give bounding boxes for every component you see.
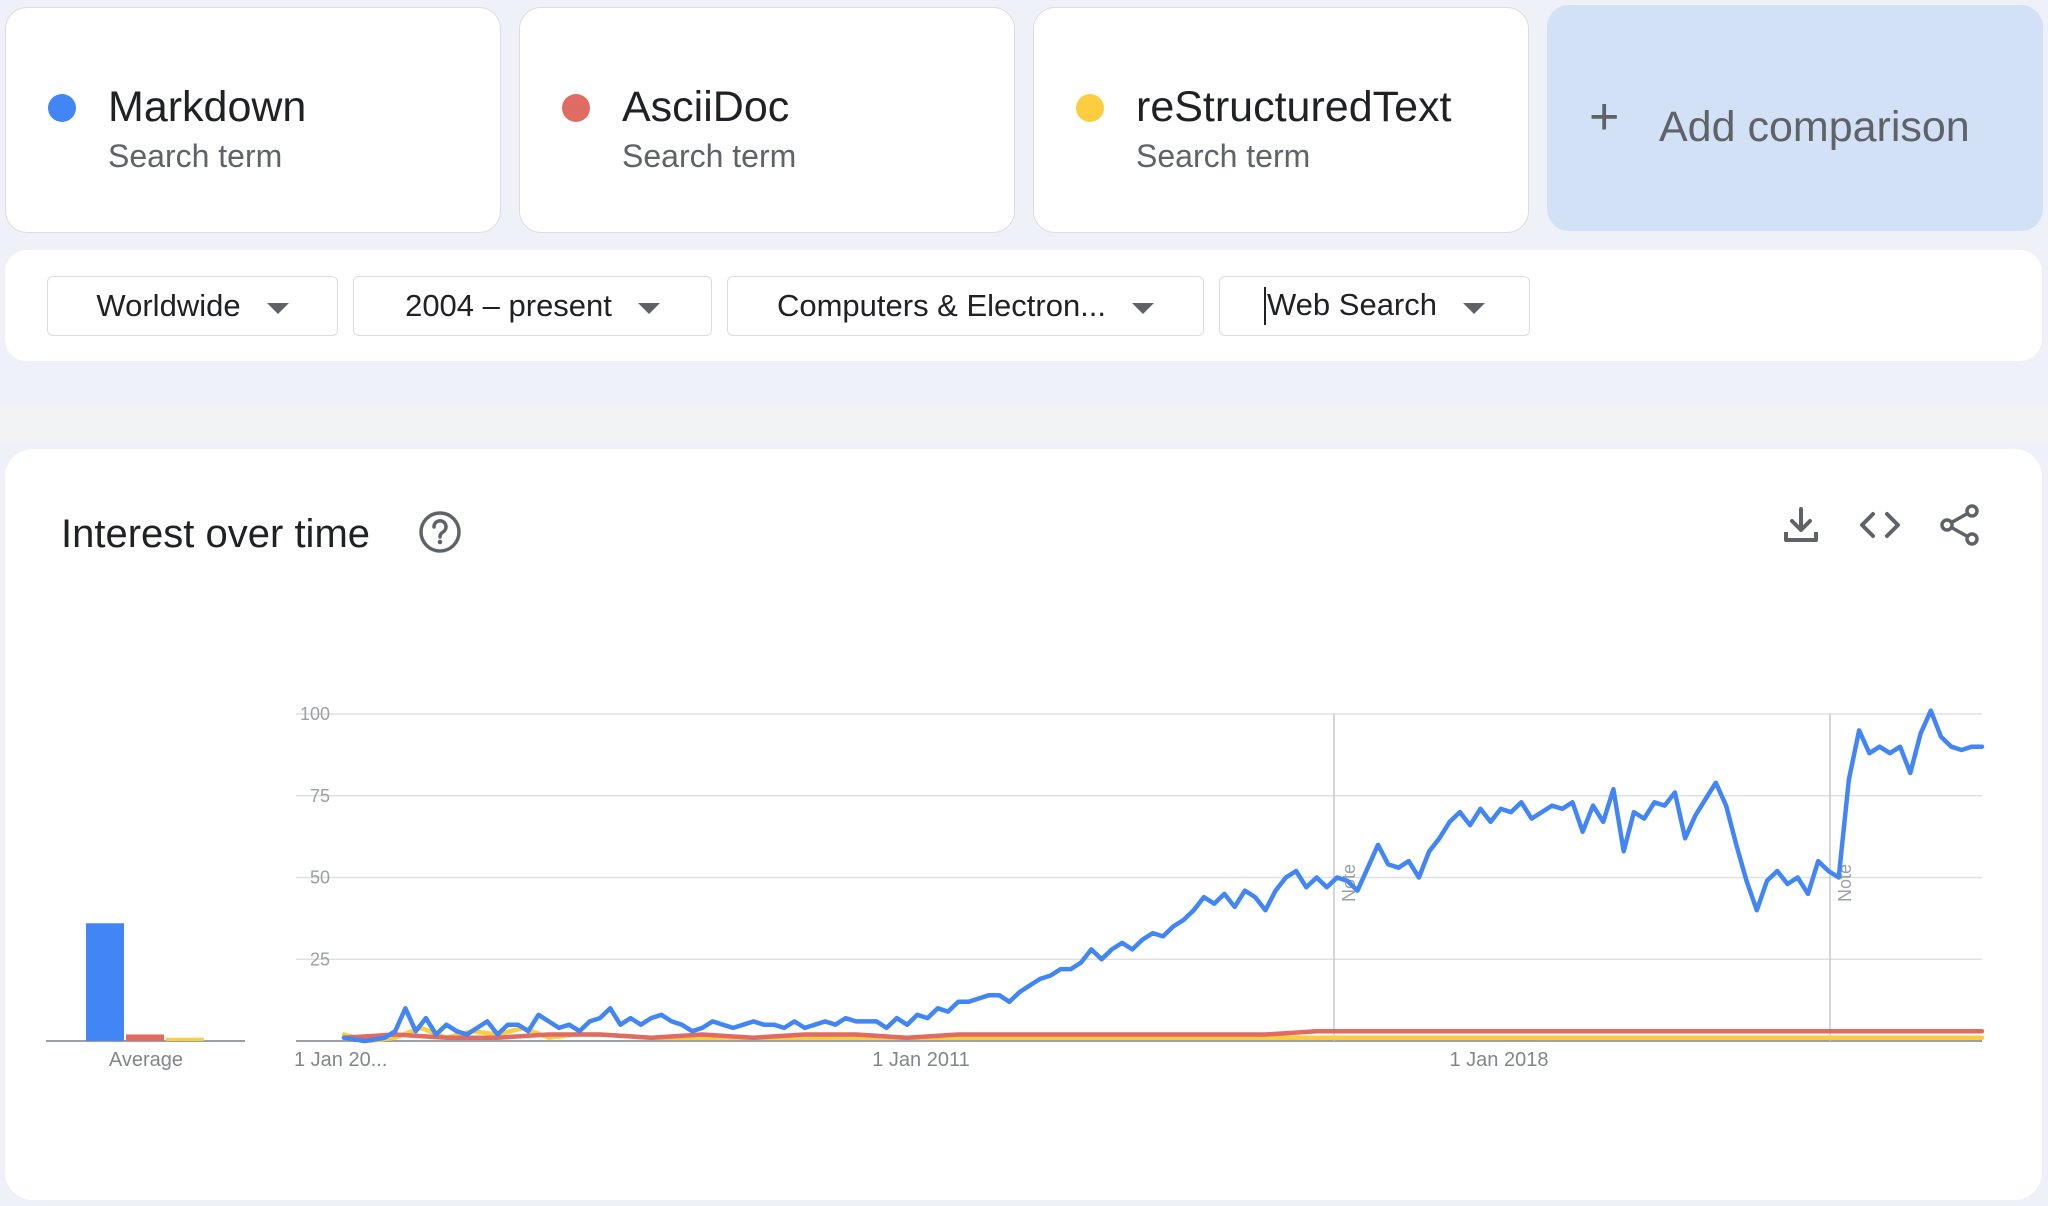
plus-icon: + <box>1589 88 1620 146</box>
term-card-restructuredtext[interactable]: reStructuredText Search term <box>1033 7 1529 233</box>
chart-gridlines <box>296 713 1982 1042</box>
download-icon[interactable] <box>1778 502 1824 548</box>
add-comparison-label: Add comparison <box>1659 103 1970 151</box>
chart-series <box>341 708 1985 1044</box>
term-card-markdown[interactable]: Markdown Search term <box>5 7 501 233</box>
series-color-dot <box>562 94 590 122</box>
search-property-value: Web Search <box>1266 286 1437 322</box>
interest-over-time-panel <box>5 449 2042 1200</box>
text-cursor <box>1263 287 1266 326</box>
section-separator <box>0 404 2048 444</box>
embed-code-icon[interactable] <box>1857 502 1903 548</box>
chart-labels: 25 50 75 100 1 Jan 20... 1 Jan 2011 1 Jan 2018 <box>294 704 1548 1071</box>
time-range-dropdown[interactable]: 2004 – present <box>353 276 712 336</box>
average-bars: Average <box>46 923 245 1071</box>
average-label: Average <box>109 1049 183 1071</box>
average-bar-asciidoc <box>126 1034 164 1041</box>
add-comparison-button[interactable]: + Add comparison <box>1547 5 2043 231</box>
series-line-markdown <box>341 708 1985 1044</box>
chart-notes: Note Note <box>1333 714 1855 1041</box>
panel-title: Interest over time <box>61 512 371 556</box>
y-tick-label: 25 <box>310 949 330 969</box>
region-filter-value: Worldwide <box>96 288 241 323</box>
x-axis-date-label: 1 Jan 2011 <box>872 1049 970 1071</box>
category-dropdown[interactable]: Computers & Electron... <box>727 276 1204 336</box>
term-name: Markdown <box>108 83 307 131</box>
x-axis-date-label: 1 Jan 2018 <box>1450 1049 1549 1071</box>
average-bar-markdown <box>86 923 124 1041</box>
share-icon[interactable] <box>1937 502 1983 548</box>
help-circle-icon[interactable] <box>418 510 462 554</box>
term-card-asciidoc[interactable]: AsciiDoc Search term <box>519 7 1015 233</box>
search-property-dropdown[interactable]: Web Search <box>1219 276 1530 336</box>
series-color-dot <box>48 94 76 122</box>
term-name: AsciiDoc <box>622 83 790 131</box>
term-type: Search term <box>1136 138 1311 174</box>
dropdown-arrow-icon <box>266 302 289 314</box>
y-tick-label: 50 <box>310 868 330 888</box>
term-type: Search term <box>622 138 797 174</box>
average-bar-restructuredtext <box>166 1037 204 1041</box>
interest-over-time-chart: Note Note Average 25 50 75 100 1 Jan 20... 1 J… <box>46 704 1985 1071</box>
y-tick-label: 100 <box>300 704 330 724</box>
time-range-value: 2004 – present <box>405 288 612 323</box>
series-line-asciidoc <box>341 1028 1985 1040</box>
series-color-dot <box>1076 94 1104 122</box>
dropdown-arrow-icon <box>637 302 660 314</box>
category-value: Computers & Electron... <box>776 288 1107 323</box>
dropdown-arrow-icon <box>1463 302 1485 314</box>
term-type: Search term <box>108 138 283 174</box>
region-filter-dropdown[interactable]: Worldwide <box>47 276 338 336</box>
y-tick-label: 75 <box>310 786 330 806</box>
x-axis-date-label: 1 Jan 20... <box>294 1049 387 1071</box>
dropdown-arrow-icon <box>1132 302 1155 314</box>
term-name: reStructuredText <box>1136 83 1452 131</box>
